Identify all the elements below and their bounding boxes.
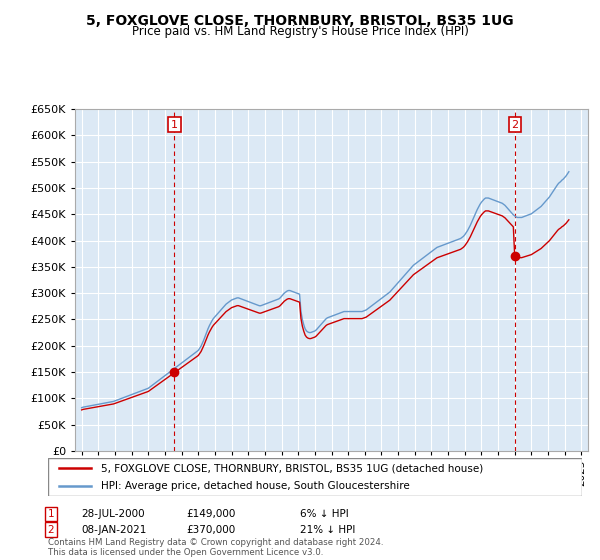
Text: 5, FOXGLOVE CLOSE, THORNBURY, BRISTOL, BS35 1UG (detached house): 5, FOXGLOVE CLOSE, THORNBURY, BRISTOL, B… — [101, 463, 484, 473]
FancyBboxPatch shape — [48, 458, 582, 496]
Text: 1: 1 — [171, 120, 178, 130]
Text: 6% ↓ HPI: 6% ↓ HPI — [300, 509, 349, 519]
Text: 5, FOXGLOVE CLOSE, THORNBURY, BRISTOL, BS35 1UG: 5, FOXGLOVE CLOSE, THORNBURY, BRISTOL, B… — [86, 14, 514, 28]
Text: 1: 1 — [47, 509, 55, 519]
Text: £149,000: £149,000 — [186, 509, 235, 519]
Text: 08-JAN-2021: 08-JAN-2021 — [81, 525, 146, 535]
Text: 21% ↓ HPI: 21% ↓ HPI — [300, 525, 355, 535]
Text: 2: 2 — [511, 120, 518, 130]
Text: 28-JUL-2000: 28-JUL-2000 — [81, 509, 145, 519]
Text: HPI: Average price, detached house, South Gloucestershire: HPI: Average price, detached house, Sout… — [101, 481, 410, 491]
Text: £370,000: £370,000 — [186, 525, 235, 535]
Text: Price paid vs. HM Land Registry's House Price Index (HPI): Price paid vs. HM Land Registry's House … — [131, 25, 469, 38]
Text: Contains HM Land Registry data © Crown copyright and database right 2024.
This d: Contains HM Land Registry data © Crown c… — [48, 538, 383, 557]
Text: 2: 2 — [47, 525, 55, 535]
